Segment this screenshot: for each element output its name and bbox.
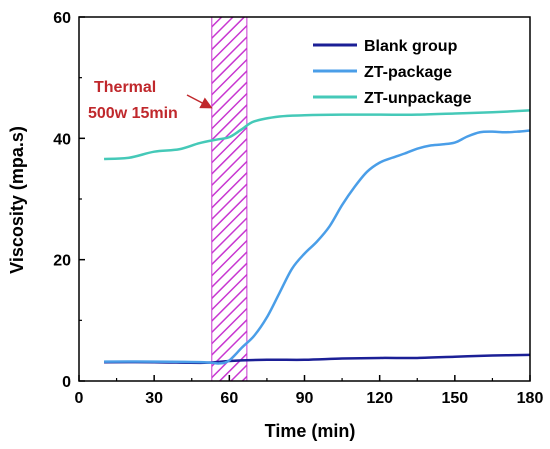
x-tick-label-180: 180: [517, 390, 544, 407]
series-line-zt-package: [104, 129, 531, 365]
x-tick-label-120: 120: [366, 390, 393, 407]
thermal-annotation: Thermal 500w 15min: [88, 79, 213, 122]
y-axis-title: Viscosity (mpa.s): [7, 126, 27, 274]
thermal-treatment-region: [211, 16, 248, 382]
y-tick-label-20: 20: [53, 253, 71, 270]
legend: Blank group ZT-package ZT-unpackage: [313, 38, 472, 107]
annotation-arrow: [186, 94, 213, 109]
annotation-line-1: Thermal: [94, 79, 156, 96]
legend-label-zt-unpackage: ZT-unpackage: [364, 90, 472, 107]
y-tick-label-0: 0: [62, 374, 71, 391]
y-tick-label-40: 40: [53, 131, 71, 148]
annotation-line-2: 500w 15min: [88, 105, 178, 122]
legend-label-zt-package: ZT-package: [364, 64, 452, 81]
x-tick-label-150: 150: [441, 390, 468, 407]
x-tick-label-90: 90: [296, 390, 314, 407]
ticks-layer: 0 30 60 90 120 150 180 0 20 40 60: [53, 10, 543, 407]
series-layer: [104, 109, 531, 365]
x-axis-title: Time (min): [265, 421, 356, 441]
legend-label-blank-group: Blank group: [364, 38, 458, 55]
series-line-zt-unpackage: [104, 109, 531, 161]
x-tick-label-60: 60: [220, 390, 238, 407]
y-tick-label-60: 60: [53, 10, 71, 27]
x-tick-label-0: 0: [75, 390, 84, 407]
plot-frame: [78, 16, 531, 382]
x-tick-label-30: 30: [145, 390, 163, 407]
